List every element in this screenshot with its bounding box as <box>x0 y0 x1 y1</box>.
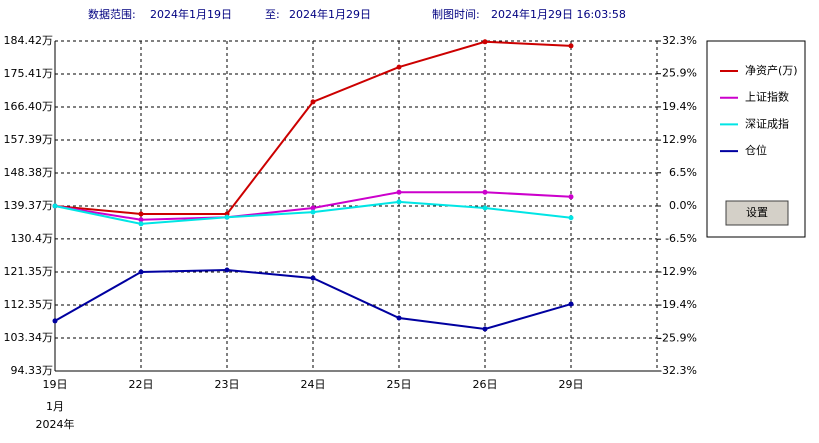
y-tick-label: 184.42万 <box>4 34 54 47</box>
x-tick-label: 19日 <box>43 378 68 391</box>
point <box>224 267 230 273</box>
y-tick-label: 139.37万 <box>4 199 54 212</box>
y-tick-label: 112.35万 <box>4 298 54 311</box>
point <box>138 269 144 275</box>
y2-tick-label: -25.9% <box>658 331 697 344</box>
y-tick-label: 121.35万 <box>4 265 54 278</box>
legend-label: 仓位 <box>745 143 767 157</box>
y2-tick-label: 12.9% <box>662 133 697 146</box>
point <box>310 275 316 281</box>
point <box>224 214 230 220</box>
legend-label: 上证指数 <box>745 90 789 104</box>
point <box>138 211 144 217</box>
point <box>568 43 574 49</box>
point <box>138 221 144 227</box>
x-tick-label: 25日 <box>387 378 412 391</box>
point <box>568 194 574 200</box>
y2-tick-label: 6.5% <box>669 166 697 179</box>
y-tick-label: 148.38万 <box>4 166 54 179</box>
x-tick-label: 29日 <box>559 378 584 391</box>
button-label[interactable]: 设置 <box>746 206 768 219</box>
legend-label: 净资产(万) <box>745 63 798 77</box>
y2-tick-label: -32.3% <box>658 364 697 377</box>
y-tick-label: 157.39万 <box>4 133 54 146</box>
point <box>396 199 402 205</box>
to-label: 至: <box>265 8 280 21</box>
start-date: 2024年1月19日 <box>150 7 232 21</box>
settings-button[interactable]: 设置 <box>725 200 789 226</box>
end-date: 2024年1月29日 <box>289 7 371 21</box>
y-tick-label: 175.41万 <box>4 67 54 80</box>
point <box>396 315 402 321</box>
y2-tick-label: 32.3% <box>662 34 697 47</box>
time-label: 制图时间: <box>432 8 480 21</box>
x-sublabel: 2024年 <box>36 417 75 431</box>
y-tick-label: 103.34万 <box>4 331 54 344</box>
y-tick-label: 130.4万 <box>11 232 54 245</box>
point <box>482 205 488 211</box>
legend-label: 深证成指 <box>745 116 789 130</box>
point <box>52 318 58 324</box>
y-tick-label: 166.40万 <box>4 100 54 113</box>
point <box>310 205 316 211</box>
point <box>310 209 316 215</box>
time: 2024年1月29日 16:03:58 <box>491 7 626 21</box>
point <box>568 215 574 221</box>
x-tick-label: 26日 <box>473 378 498 391</box>
y2-tick-label: 25.9% <box>662 67 697 80</box>
y2-tick-label: -6.5% <box>665 232 697 245</box>
range-label: 数据范围: <box>88 7 136 21</box>
y-tick-label: 94.33万 <box>11 364 54 377</box>
y2-tick-label: 0.0% <box>669 199 697 212</box>
x-tick-label: 23日 <box>215 378 240 391</box>
y2-tick-label: -19.4% <box>658 298 697 311</box>
point <box>52 203 58 209</box>
point <box>482 189 488 195</box>
point <box>482 326 488 332</box>
button-face[interactable] <box>725 200 789 226</box>
point <box>138 217 144 223</box>
x-tick-label: 24日 <box>301 378 326 391</box>
point <box>482 39 488 45</box>
y2-tick-label: -12.9% <box>658 265 697 278</box>
point <box>396 189 402 195</box>
point <box>396 64 402 70</box>
point <box>568 301 574 307</box>
x-tick-label: 22日 <box>129 378 154 391</box>
point <box>310 99 316 105</box>
x-sublabel: 1月 <box>46 400 64 413</box>
y2-tick-label: 19.4% <box>662 100 697 113</box>
